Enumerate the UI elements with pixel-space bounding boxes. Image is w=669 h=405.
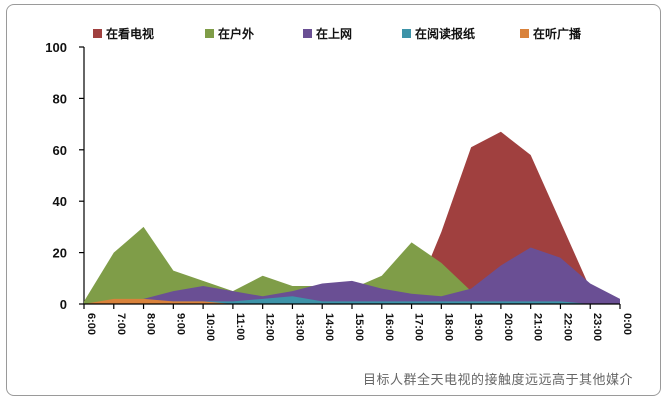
legend-label-2: 在上网 — [316, 26, 352, 41]
x-axis: 6:00 7:00 8:00 9:00 10:00 11:00 12:00 13:00 14:0… — [83, 303, 633, 341]
area-series-3 — [84, 296, 620, 304]
x-tick-label: 6:00 — [85, 313, 97, 335]
x-tick-label: 17:00 — [413, 313, 425, 341]
legend-swatch-2 — [303, 29, 312, 38]
y-tick-label: 60 — [53, 143, 67, 158]
legend-label-3: 在阅读报纸 — [415, 26, 475, 41]
x-tick-label: 21:00 — [532, 313, 544, 341]
x-tick-label: 18:00 — [442, 313, 454, 341]
legend: 在看电视 在户外 在上网 在阅读报纸 在听广播 — [93, 26, 582, 41]
legend-label-0: 在看电视 — [106, 26, 154, 41]
x-tick-label: 7:00 — [115, 313, 127, 335]
x-tick-label: 10:00 — [204, 313, 216, 341]
area-series-2 — [84, 247, 620, 304]
x-tick-label: 23:00 — [591, 313, 603, 341]
x-tick-label: 15:00 — [353, 313, 365, 341]
x-tick-label: 8:00 — [145, 313, 157, 335]
y-tick-label: 40 — [53, 194, 67, 209]
x-tick-label: 19:00 — [472, 313, 484, 341]
area-series-4 — [84, 298, 620, 304]
legend-swatch-3 — [402, 29, 411, 38]
x-tick-label: 22:00 — [561, 313, 573, 341]
area-series-0 — [84, 131, 620, 304]
x-tick-label: 13:00 — [293, 313, 305, 341]
x-tick-label: 16:00 — [383, 313, 395, 341]
x-tick-label: 20:00 — [502, 313, 514, 341]
y-tick-label: 20 — [53, 246, 67, 261]
x-tick-label: 9:00 — [174, 313, 186, 335]
series-areas — [84, 131, 620, 304]
x-tick-label: 14:00 — [323, 313, 335, 341]
x-tick-label: 11:00 — [234, 313, 246, 341]
chart-frame — [6, 4, 661, 396]
legend-label-1: 在户外 — [218, 26, 254, 41]
x-tick-label: 0:00 — [621, 313, 633, 335]
y-tick-label: 100 — [45, 40, 67, 55]
y-axis: 0 20 40 60 80 100 — [45, 40, 85, 312]
y-tick-label: 0 — [60, 297, 67, 312]
y-tick-label: 80 — [53, 91, 67, 106]
legend-swatch-4 — [520, 29, 529, 38]
legend-swatch-1 — [205, 29, 214, 38]
chart-caption: 目标人群全天电视的接触度远远高于其他媒介 — [362, 373, 633, 388]
legend-label-4: 在听广播 — [533, 26, 582, 41]
x-tick-label: 12:00 — [264, 313, 276, 341]
legend-swatch-0 — [93, 29, 102, 38]
